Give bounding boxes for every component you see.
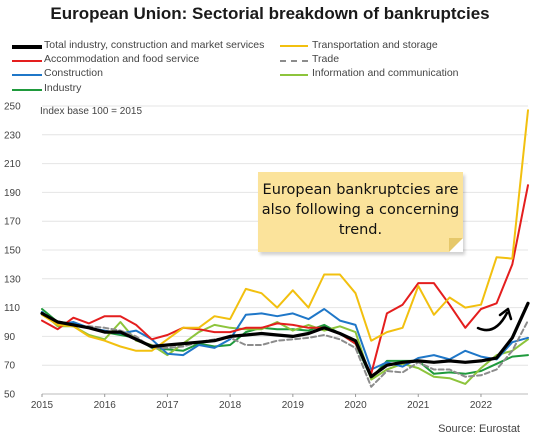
- series-line-0: [40, 301, 530, 379]
- x-tick-label-1: 2016: [94, 400, 117, 411]
- x-tick-label-5: 2020: [344, 400, 367, 411]
- trend-arrow-head: [498, 307, 513, 321]
- y-tick-label-1: 70: [4, 361, 16, 372]
- index-base-label: Index base 100 = 2015: [40, 106, 143, 117]
- legend-swatch-information: [280, 74, 308, 76]
- source-label: Source: Eurostat: [438, 423, 520, 435]
- y-tick-label-0: 50: [4, 390, 16, 401]
- series-line-1: [41, 109, 529, 352]
- y-tick-label-9: 230: [4, 130, 21, 141]
- annotation-text: European bankruptcies are also following…: [261, 182, 460, 238]
- legend-label-transportation: Transportation and storage: [312, 39, 438, 51]
- x-tick-label-3: 2018: [219, 400, 242, 411]
- x-tick-label-2: 2017: [156, 400, 179, 411]
- legend-swatch-construction: [12, 74, 42, 76]
- x-tick-label-4: 2019: [282, 400, 305, 411]
- y-tick-label-8: 210: [4, 159, 21, 170]
- legend-swatch-trade: [280, 60, 308, 62]
- x-tick-label-0: 2015: [31, 400, 54, 411]
- x-tick-label-7: 2022: [470, 400, 493, 411]
- legend-swatch-total: [12, 45, 42, 49]
- y-tick-label-6: 170: [4, 217, 21, 228]
- legend-label-trade: Trade: [312, 53, 340, 65]
- legend-label-information: Information and communication: [312, 67, 459, 79]
- y-tick-label-2: 90: [4, 332, 16, 343]
- trend-arrow-curve: [476, 311, 509, 332]
- y-tick-label-10: 250: [4, 102, 21, 113]
- legend-label-construction: Construction: [44, 67, 103, 79]
- x-tick-label-6: 2021: [407, 400, 430, 411]
- legend-swatch-industry: [12, 89, 42, 91]
- series-line-6: [41, 308, 529, 380]
- annotation-sticky-note: European bankruptcies are also following…: [258, 172, 463, 252]
- legend-label-accommodation: Accommodation and food service: [44, 53, 200, 65]
- legend-label-industry: Industry: [44, 82, 82, 94]
- y-tick-label-4: 130: [4, 274, 21, 285]
- chart-title: European Union: Sectorial breakdown of b…: [50, 4, 490, 23]
- series-line-5: [41, 310, 529, 385]
- y-tick-label-5: 150: [4, 246, 21, 257]
- legend-label-total: Total industry, construction and market …: [44, 39, 265, 51]
- y-tick-label-3: 110: [4, 303, 20, 314]
- legend-swatch-transportation: [280, 45, 308, 47]
- y-tick-label-7: 190: [4, 188, 21, 199]
- note-fold-corner: [449, 238, 463, 252]
- legend-swatch-accommodation: [12, 60, 42, 62]
